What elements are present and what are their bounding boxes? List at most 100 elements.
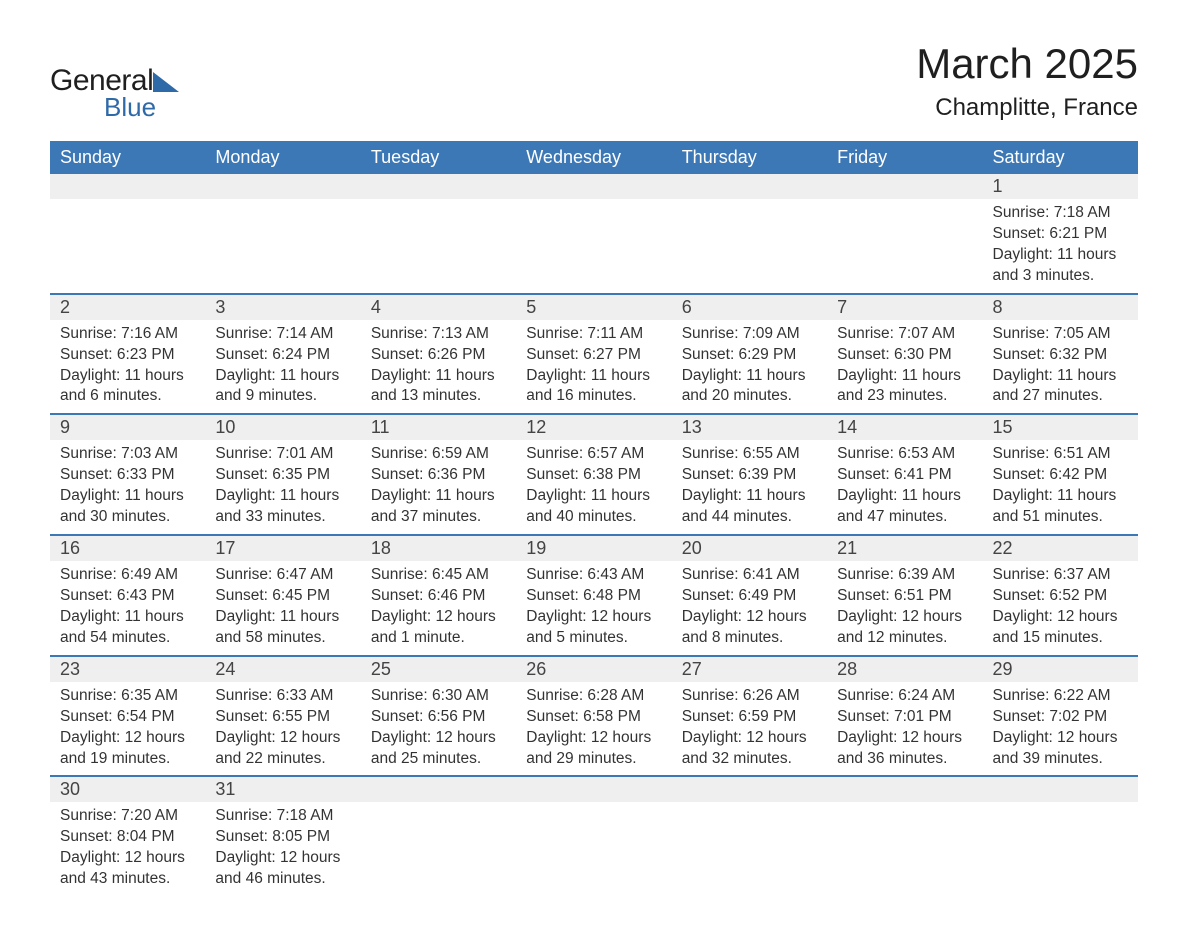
calendar-cell: 24Sunrise: 6:33 AMSunset: 6:55 PMDayligh… <box>205 656 360 777</box>
day-sunrise: Sunrise: 6:43 AM <box>526 565 661 586</box>
day-number: 13 <box>672 415 827 440</box>
day-number: 2 <box>50 295 205 320</box>
day-d1: Daylight: 11 hours <box>60 366 195 387</box>
calendar-cell: 17Sunrise: 6:47 AMSunset: 6:45 PMDayligh… <box>205 535 360 656</box>
day-d2: and 47 minutes. <box>837 507 972 528</box>
day-details <box>516 199 671 283</box>
day-d2: and 33 minutes. <box>215 507 350 528</box>
day-sunset: Sunset: 6:35 PM <box>215 465 350 486</box>
calendar-cell: 1Sunrise: 7:18 AMSunset: 6:21 PMDaylight… <box>983 174 1138 294</box>
day-number: 22 <box>983 536 1138 561</box>
calendar-cell: 23Sunrise: 6:35 AMSunset: 6:54 PMDayligh… <box>50 656 205 777</box>
day-details <box>205 199 360 283</box>
day-d2: and 32 minutes. <box>682 749 817 770</box>
day-details: Sunrise: 7:13 AMSunset: 6:26 PMDaylight:… <box>361 320 516 414</box>
day-number <box>516 777 671 802</box>
day-details: Sunrise: 6:28 AMSunset: 6:58 PMDaylight:… <box>516 682 671 776</box>
day-number: 29 <box>983 657 1138 682</box>
calendar-cell: 5Sunrise: 7:11 AMSunset: 6:27 PMDaylight… <box>516 294 671 415</box>
day-sunrise: Sunrise: 6:47 AM <box>215 565 350 586</box>
day-d1: Daylight: 12 hours <box>837 728 972 749</box>
day-details: Sunrise: 6:26 AMSunset: 6:59 PMDaylight:… <box>672 682 827 776</box>
day-details: Sunrise: 7:07 AMSunset: 6:30 PMDaylight:… <box>827 320 982 414</box>
logo-triangle-icon <box>153 72 179 92</box>
day-d2: and 37 minutes. <box>371 507 506 528</box>
weekday-header: Sunday <box>50 141 205 174</box>
day-d1: Daylight: 12 hours <box>215 848 350 869</box>
day-details <box>983 802 1138 886</box>
day-d1: Daylight: 11 hours <box>215 486 350 507</box>
day-number <box>672 777 827 802</box>
day-details: Sunrise: 7:09 AMSunset: 6:29 PMDaylight:… <box>672 320 827 414</box>
calendar-cell: 2Sunrise: 7:16 AMSunset: 6:23 PMDaylight… <box>50 294 205 415</box>
calendar-cell: 8Sunrise: 7:05 AMSunset: 6:32 PMDaylight… <box>983 294 1138 415</box>
day-details: Sunrise: 6:51 AMSunset: 6:42 PMDaylight:… <box>983 440 1138 534</box>
day-d1: Daylight: 11 hours <box>837 366 972 387</box>
day-number: 1 <box>983 174 1138 199</box>
day-details: Sunrise: 7:20 AMSunset: 8:04 PMDaylight:… <box>50 802 205 896</box>
day-number <box>50 174 205 199</box>
weekday-header: Saturday <box>983 141 1138 174</box>
day-d1: Daylight: 11 hours <box>60 486 195 507</box>
day-d1: Daylight: 12 hours <box>215 728 350 749</box>
day-number: 14 <box>827 415 982 440</box>
day-number: 19 <box>516 536 671 561</box>
day-number: 21 <box>827 536 982 561</box>
day-sunrise: Sunrise: 7:07 AM <box>837 324 972 345</box>
day-details: Sunrise: 6:41 AMSunset: 6:49 PMDaylight:… <box>672 561 827 655</box>
calendar-cell <box>827 776 982 896</box>
day-sunrise: Sunrise: 6:49 AM <box>60 565 195 586</box>
day-sunset: Sunset: 8:05 PM <box>215 827 350 848</box>
day-d2: and 36 minutes. <box>837 749 972 770</box>
day-d2: and 51 minutes. <box>993 507 1128 528</box>
day-details: Sunrise: 6:37 AMSunset: 6:52 PMDaylight:… <box>983 561 1138 655</box>
day-details <box>827 802 982 886</box>
day-sunrise: Sunrise: 6:53 AM <box>837 444 972 465</box>
location-title: Champlitte, France <box>916 94 1138 122</box>
day-details <box>827 199 982 283</box>
calendar-cell <box>361 174 516 294</box>
title-block: March 2025 Champlitte, France <box>916 40 1138 122</box>
weekday-header: Monday <box>205 141 360 174</box>
day-details: Sunrise: 6:55 AMSunset: 6:39 PMDaylight:… <box>672 440 827 534</box>
day-d2: and 20 minutes. <box>682 386 817 407</box>
day-number: 11 <box>361 415 516 440</box>
day-sunset: Sunset: 6:27 PM <box>526 345 661 366</box>
day-number: 24 <box>205 657 360 682</box>
calendar-week-row: 16Sunrise: 6:49 AMSunset: 6:43 PMDayligh… <box>50 535 1138 656</box>
day-number: 17 <box>205 536 360 561</box>
day-sunrise: Sunrise: 6:41 AM <box>682 565 817 586</box>
day-sunrise: Sunrise: 7:03 AM <box>60 444 195 465</box>
day-d2: and 39 minutes. <box>993 749 1128 770</box>
day-sunrise: Sunrise: 6:45 AM <box>371 565 506 586</box>
calendar-week-row: 2Sunrise: 7:16 AMSunset: 6:23 PMDaylight… <box>50 294 1138 415</box>
day-number <box>827 174 982 199</box>
day-sunset: Sunset: 6:55 PM <box>215 707 350 728</box>
day-sunrise: Sunrise: 7:14 AM <box>215 324 350 345</box>
day-d2: and 13 minutes. <box>371 386 506 407</box>
day-sunrise: Sunrise: 6:26 AM <box>682 686 817 707</box>
day-d2: and 40 minutes. <box>526 507 661 528</box>
day-sunset: Sunset: 6:26 PM <box>371 345 506 366</box>
day-number <box>827 777 982 802</box>
day-sunrise: Sunrise: 6:33 AM <box>215 686 350 707</box>
day-sunrise: Sunrise: 7:18 AM <box>215 806 350 827</box>
calendar-cell: 21Sunrise: 6:39 AMSunset: 6:51 PMDayligh… <box>827 535 982 656</box>
day-number: 26 <box>516 657 671 682</box>
calendar-cell: 28Sunrise: 6:24 AMSunset: 7:01 PMDayligh… <box>827 656 982 777</box>
day-d1: Daylight: 11 hours <box>526 486 661 507</box>
calendar-cell <box>50 174 205 294</box>
day-number: 8 <box>983 295 1138 320</box>
day-d1: Daylight: 11 hours <box>682 486 817 507</box>
calendar-cell: 6Sunrise: 7:09 AMSunset: 6:29 PMDaylight… <box>672 294 827 415</box>
day-details: Sunrise: 6:33 AMSunset: 6:55 PMDaylight:… <box>205 682 360 776</box>
calendar-cell: 26Sunrise: 6:28 AMSunset: 6:58 PMDayligh… <box>516 656 671 777</box>
day-details: Sunrise: 7:11 AMSunset: 6:27 PMDaylight:… <box>516 320 671 414</box>
day-details <box>672 199 827 283</box>
day-sunset: Sunset: 6:46 PM <box>371 586 506 607</box>
calendar-cell: 18Sunrise: 6:45 AMSunset: 6:46 PMDayligh… <box>361 535 516 656</box>
calendar-cell: 10Sunrise: 7:01 AMSunset: 6:35 PMDayligh… <box>205 414 360 535</box>
weekday-header-row: Sunday Monday Tuesday Wednesday Thursday… <box>50 141 1138 174</box>
day-number: 10 <box>205 415 360 440</box>
day-sunrise: Sunrise: 6:57 AM <box>526 444 661 465</box>
